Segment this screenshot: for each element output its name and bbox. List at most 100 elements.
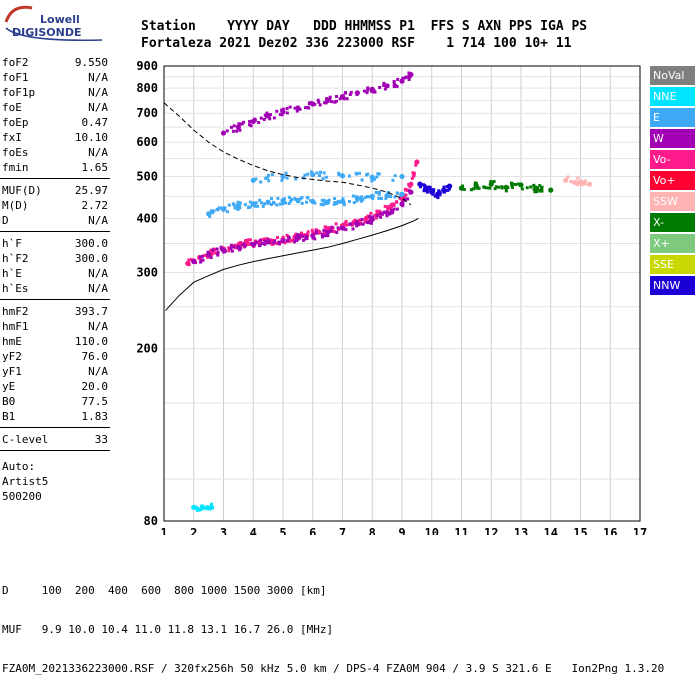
digisonde-logo: Lowell DIGISONDE [2, 2, 112, 44]
echo-pixel [311, 230, 315, 234]
echo-pixel [392, 203, 396, 207]
legend-item: SSW [650, 192, 695, 211]
echo-pixel [525, 186, 529, 190]
echo-pixel [285, 239, 289, 243]
echo-pixel [392, 85, 396, 89]
param-row: B0 77.5 [2, 395, 108, 411]
param-value: N/A [88, 71, 108, 84]
param-separator [0, 178, 110, 179]
echo-pixel [268, 113, 272, 117]
param-value: 10.10 [74, 131, 108, 144]
echo-pixel [394, 200, 398, 204]
echo-point [339, 173, 346, 179]
echo-pixel [313, 102, 317, 106]
echo-pixel [301, 234, 305, 238]
echo-pixel [323, 202, 327, 206]
param-row: yE 20.0 [2, 380, 108, 396]
echo-pixel [407, 77, 411, 81]
echo-pixel [205, 506, 209, 510]
echo-pixel [332, 230, 336, 234]
param-label: foF1p [2, 86, 36, 99]
echo-pixel [260, 241, 264, 245]
x-tick-label: 14 [544, 526, 558, 535]
y-tick-label: 700 [136, 106, 158, 120]
echo-pixel [210, 211, 214, 215]
echo-pixel [326, 99, 330, 103]
echo-pixel [437, 190, 441, 194]
echo-pixel [360, 222, 364, 226]
echo-pixel [390, 202, 394, 206]
param-value: N/A [88, 214, 108, 227]
echo-pixel [374, 216, 378, 220]
echo-point [354, 195, 360, 202]
echo-pixel [201, 258, 205, 262]
echo-pixel [359, 198, 363, 202]
echo-pixel [303, 106, 307, 110]
echo-pixel [573, 180, 577, 184]
echo-pixel [247, 123, 251, 127]
echo-pixel [580, 181, 584, 185]
ionogram-chart: 1 2 3 4 5 6 7 8 9 10 11 12 13 14 15 16 17 80 200 300 400 500 6… [120, 55, 650, 540]
echo-pixel [321, 177, 325, 181]
echo-pixel [328, 98, 332, 102]
echo-pixel [237, 242, 241, 246]
echo-pixel [317, 173, 321, 177]
echo-pixel [383, 87, 387, 91]
param-row: M(D) 2.72 [2, 199, 108, 215]
param-value: N/A [88, 320, 108, 333]
echo-point [399, 78, 405, 84]
echo-pixel [257, 121, 261, 125]
echo-pixel [422, 183, 426, 187]
echo-pixel [311, 236, 315, 240]
echo-pixel [351, 194, 355, 198]
param-row: h`E N/A [2, 267, 108, 283]
echo-pixel [211, 248, 215, 252]
echo-pixel [320, 235, 324, 239]
echo-pixel [254, 177, 258, 181]
legend-item: E [650, 108, 695, 127]
echo-pixel [393, 174, 397, 178]
echo-pixel [258, 198, 262, 202]
echo-pixel [284, 171, 288, 175]
echo-pixel [307, 101, 311, 105]
echo-pixel [200, 254, 204, 258]
param-label: MUF(D) [2, 184, 42, 197]
echo-pixel [259, 180, 263, 184]
echo-pixel [382, 81, 386, 85]
echo-pixel [236, 207, 240, 211]
echo-pixel [475, 186, 479, 190]
echo-pixel [582, 181, 586, 185]
param-row: foF2 9.550 [2, 56, 108, 72]
echo-pixel [263, 242, 267, 246]
echo-pixel [355, 219, 359, 223]
echo-pixel [345, 223, 349, 227]
param-row: h`Es N/A [2, 282, 108, 298]
y-tick-label: 900 [136, 59, 158, 73]
echo-point [209, 504, 215, 511]
echo-pixel [401, 76, 405, 80]
profile-line [165, 217, 419, 311]
x-tick-label: 3 [220, 526, 227, 535]
echo-point [235, 124, 241, 130]
y-tick-label: 500 [136, 169, 158, 183]
echo-pixel [247, 205, 251, 209]
x-tick-label: 15 [573, 526, 587, 535]
echo-pixel [285, 233, 289, 237]
x-tick-label: 13 [514, 526, 528, 535]
param-value: 76.0 [81, 350, 109, 363]
echo-pixel [263, 237, 267, 241]
echo-pixel [390, 205, 394, 209]
param-label: h`F2 [2, 252, 29, 265]
echo-pixel [263, 202, 267, 206]
param-row: yF1 N/A [2, 365, 108, 381]
echo-pixel [370, 221, 374, 225]
param-label: hmF1 [2, 320, 29, 333]
echo-point [414, 159, 420, 165]
echo-pixel [275, 109, 279, 113]
param-row: foEs N/A [2, 146, 108, 162]
echo-pixel [288, 239, 292, 243]
echo-pixel [482, 185, 486, 189]
echo-pixel [204, 506, 208, 510]
echo-pixel [245, 243, 249, 247]
echo-pixel [267, 173, 271, 177]
